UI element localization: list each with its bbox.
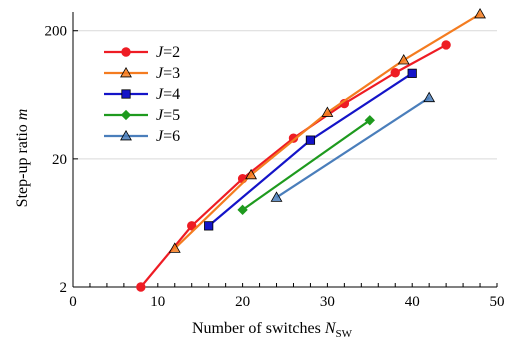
legend-marker (120, 109, 132, 121)
legend-label: J=5 (156, 107, 180, 124)
series-6 (270, 91, 436, 202)
data-point (245, 168, 258, 180)
legend-label: J=4 (156, 86, 180, 103)
data-point (270, 191, 283, 202)
legend-marker (121, 89, 131, 99)
legend-item-6: J=6 (104, 128, 180, 145)
legend-marker (121, 47, 131, 57)
y-tick-label-2: 200 (45, 24, 68, 40)
x-tick-label-2: 20 (235, 294, 250, 310)
data-point (364, 115, 375, 126)
data-point (305, 135, 316, 145)
series-2 (136, 40, 451, 292)
x-tick-label-1: 10 (150, 294, 165, 310)
data-point (187, 221, 197, 231)
series-line (207, 72, 413, 227)
series-layer (136, 7, 486, 292)
tick-labels: 0 10 20 30 40 50 2 20 200 (45, 24, 505, 310)
x-axis-title: Number of switches NSW (192, 320, 353, 340)
legend-label: J=3 (156, 65, 180, 82)
data-point (237, 204, 248, 216)
series-line (241, 119, 371, 211)
data-point (168, 242, 181, 253)
legend-label: J=6 (156, 128, 180, 145)
data-point (441, 40, 451, 50)
data-point (390, 68, 400, 78)
grid-lines (73, 30, 497, 160)
data-point (204, 221, 214, 231)
legend-marker (120, 129, 132, 141)
y-tick-label-0: 2 (60, 280, 68, 296)
data-point (397, 54, 410, 65)
data-point (321, 106, 334, 117)
series-3 (168, 7, 486, 253)
legend: J=2 J=3 J=4 J=5 J=6 (104, 44, 180, 145)
series-5 (237, 115, 375, 216)
series-4 (204, 68, 417, 231)
legend-marker (120, 66, 132, 78)
y-axis-title: Step-up ratio m (14, 109, 31, 208)
x-tick-label-0: 0 (69, 294, 77, 310)
data-point (474, 7, 486, 19)
legend-item-4: J=4 (104, 86, 180, 103)
series-line (275, 96, 430, 199)
x-tick-label-5: 50 (490, 294, 505, 310)
y-tick-label-1: 20 (52, 152, 67, 168)
legend-item-3: J=3 (104, 65, 180, 82)
series-line (173, 13, 481, 250)
data-point (136, 282, 146, 292)
legend-label: J=2 (156, 44, 180, 61)
x-tick-label-3: 30 (320, 294, 335, 310)
data-point (423, 91, 436, 103)
data-point (407, 68, 417, 78)
legend-item-2: J=2 (104, 44, 180, 61)
axes (72, 12, 498, 288)
x-tick-label-4: 40 (405, 294, 420, 310)
legend-item-5: J=5 (104, 107, 180, 124)
